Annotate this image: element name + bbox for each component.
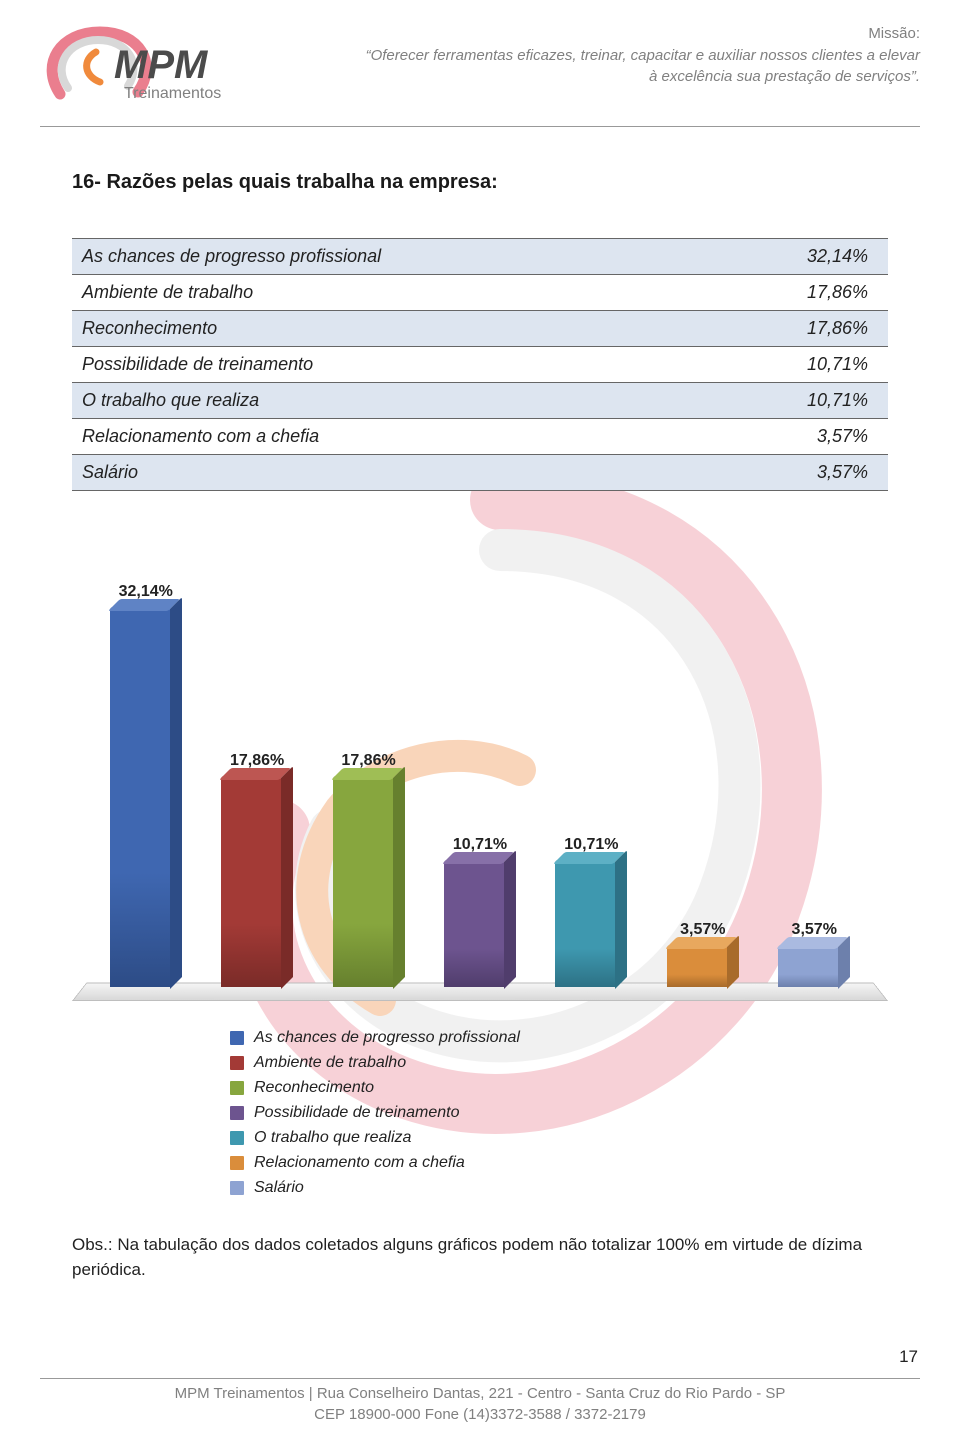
legend-label: Ambiente de trabalho [254,1054,406,1072]
chart-bar: 32,14% [102,583,189,987]
legend-item: As chances de progresso profissional [230,1029,730,1047]
chart-bar: 17,86% [325,752,412,987]
footnote: Obs.: Na tabulação dos dados coletados a… [72,1233,888,1282]
mission-label: Missão: [360,24,920,44]
legend-item: Relacionamento com a chefia [230,1154,730,1172]
table-cell-label: Relacionamento com a chefia [72,419,707,455]
table-cell-value: 3,57% [707,419,888,455]
page-header: MPM Treinamentos Missão: “Oferecer ferra… [0,0,960,122]
table-row: As chances de progresso profissional32,1… [72,239,888,275]
table-row: O trabalho que realiza10,71% [72,383,888,419]
logo-sub-text: Treinamentos [124,85,221,102]
page-footer: MPM Treinamentos | Rua Conselheiro Danta… [0,1374,960,1439]
chart-bars: 32,14% 17,86% 17,86% 10,71% 10,71% 3,57% 3,57% [102,567,858,987]
chart-bar: 10,71% [548,836,635,987]
logo: MPM Treinamentos [40,24,270,114]
page-number: 17 [899,1347,918,1367]
legend-item: Salário [230,1179,730,1197]
table-cell-value: 17,86% [707,311,888,347]
legend-item: Reconhecimento [230,1079,730,1097]
table-row: Possibilidade de treinamento10,71% [72,347,888,383]
legend-swatch [230,1081,244,1095]
legend-item: Ambiente de trabalho [230,1054,730,1072]
chart-bar: 3,57% [771,921,858,987]
footer-line1: MPM Treinamentos | Rua Conselheiro Danta… [40,1383,920,1404]
legend-swatch [230,1031,244,1045]
footer-line2: CEP 18900-000 Fone (14)3372-3588 / 3372-… [40,1404,920,1425]
table-row: Ambiente de trabalho17,86% [72,275,888,311]
header-rule [40,126,920,127]
legend-swatch [230,1106,244,1120]
legend-swatch [230,1131,244,1145]
table-cell-value: 10,71% [707,383,888,419]
chart-bar: 3,57% [659,921,746,987]
table-cell-value: 17,86% [707,275,888,311]
legend-label: Salário [254,1179,304,1197]
legend-item: Possibilidade de treinamento [230,1104,730,1122]
legend-swatch [230,1181,244,1195]
legend-label: Relacionamento com a chefia [254,1154,465,1172]
chart-legend: As chances de progresso profissional Ambi… [230,1029,730,1197]
reasons-table: As chances de progresso profissional32,1… [72,238,888,491]
legend-label: Possibilidade de treinamento [254,1104,459,1122]
mission-text: “Oferecer ferramentas eficazes, treinar,… [360,46,920,87]
mission-block: Missão: “Oferecer ferramentas eficazes, … [360,24,920,87]
legend-label: As chances de progresso profissional [254,1029,520,1047]
legend-swatch [230,1056,244,1070]
table-cell-label: O trabalho que realiza [72,383,707,419]
section-title: 16- Razões pelas quais trabalha na empre… [72,171,888,194]
legend-label: Reconhecimento [254,1079,374,1097]
table-row: Reconhecimento17,86% [72,311,888,347]
table-cell-label: As chances de progresso profissional [72,239,707,275]
table-cell-value: 10,71% [707,347,888,383]
table-row: Relacionamento com a chefia3,57% [72,419,888,455]
table-cell-label: Ambiente de trabalho [72,275,707,311]
footer-rule [40,1378,920,1379]
bar-chart: 32,14% 17,86% 17,86% 10,71% 10,71% 3,57% 3,57% [72,551,888,1001]
chart-bar: 10,71% [436,836,523,987]
table-cell-value: 3,57% [707,455,888,491]
legend-item: O trabalho que realiza [230,1129,730,1147]
legend-label: O trabalho que realiza [254,1129,411,1147]
table-row: Salário3,57% [72,455,888,491]
table-cell-label: Salário [72,455,707,491]
chart-bar: 17,86% [213,752,300,987]
table-cell-label: Possibilidade de treinamento [72,347,707,383]
table-cell-value: 32,14% [707,239,888,275]
legend-swatch [230,1156,244,1170]
table-cell-label: Reconhecimento [72,311,707,347]
logo-main-text: MPM [114,43,209,87]
